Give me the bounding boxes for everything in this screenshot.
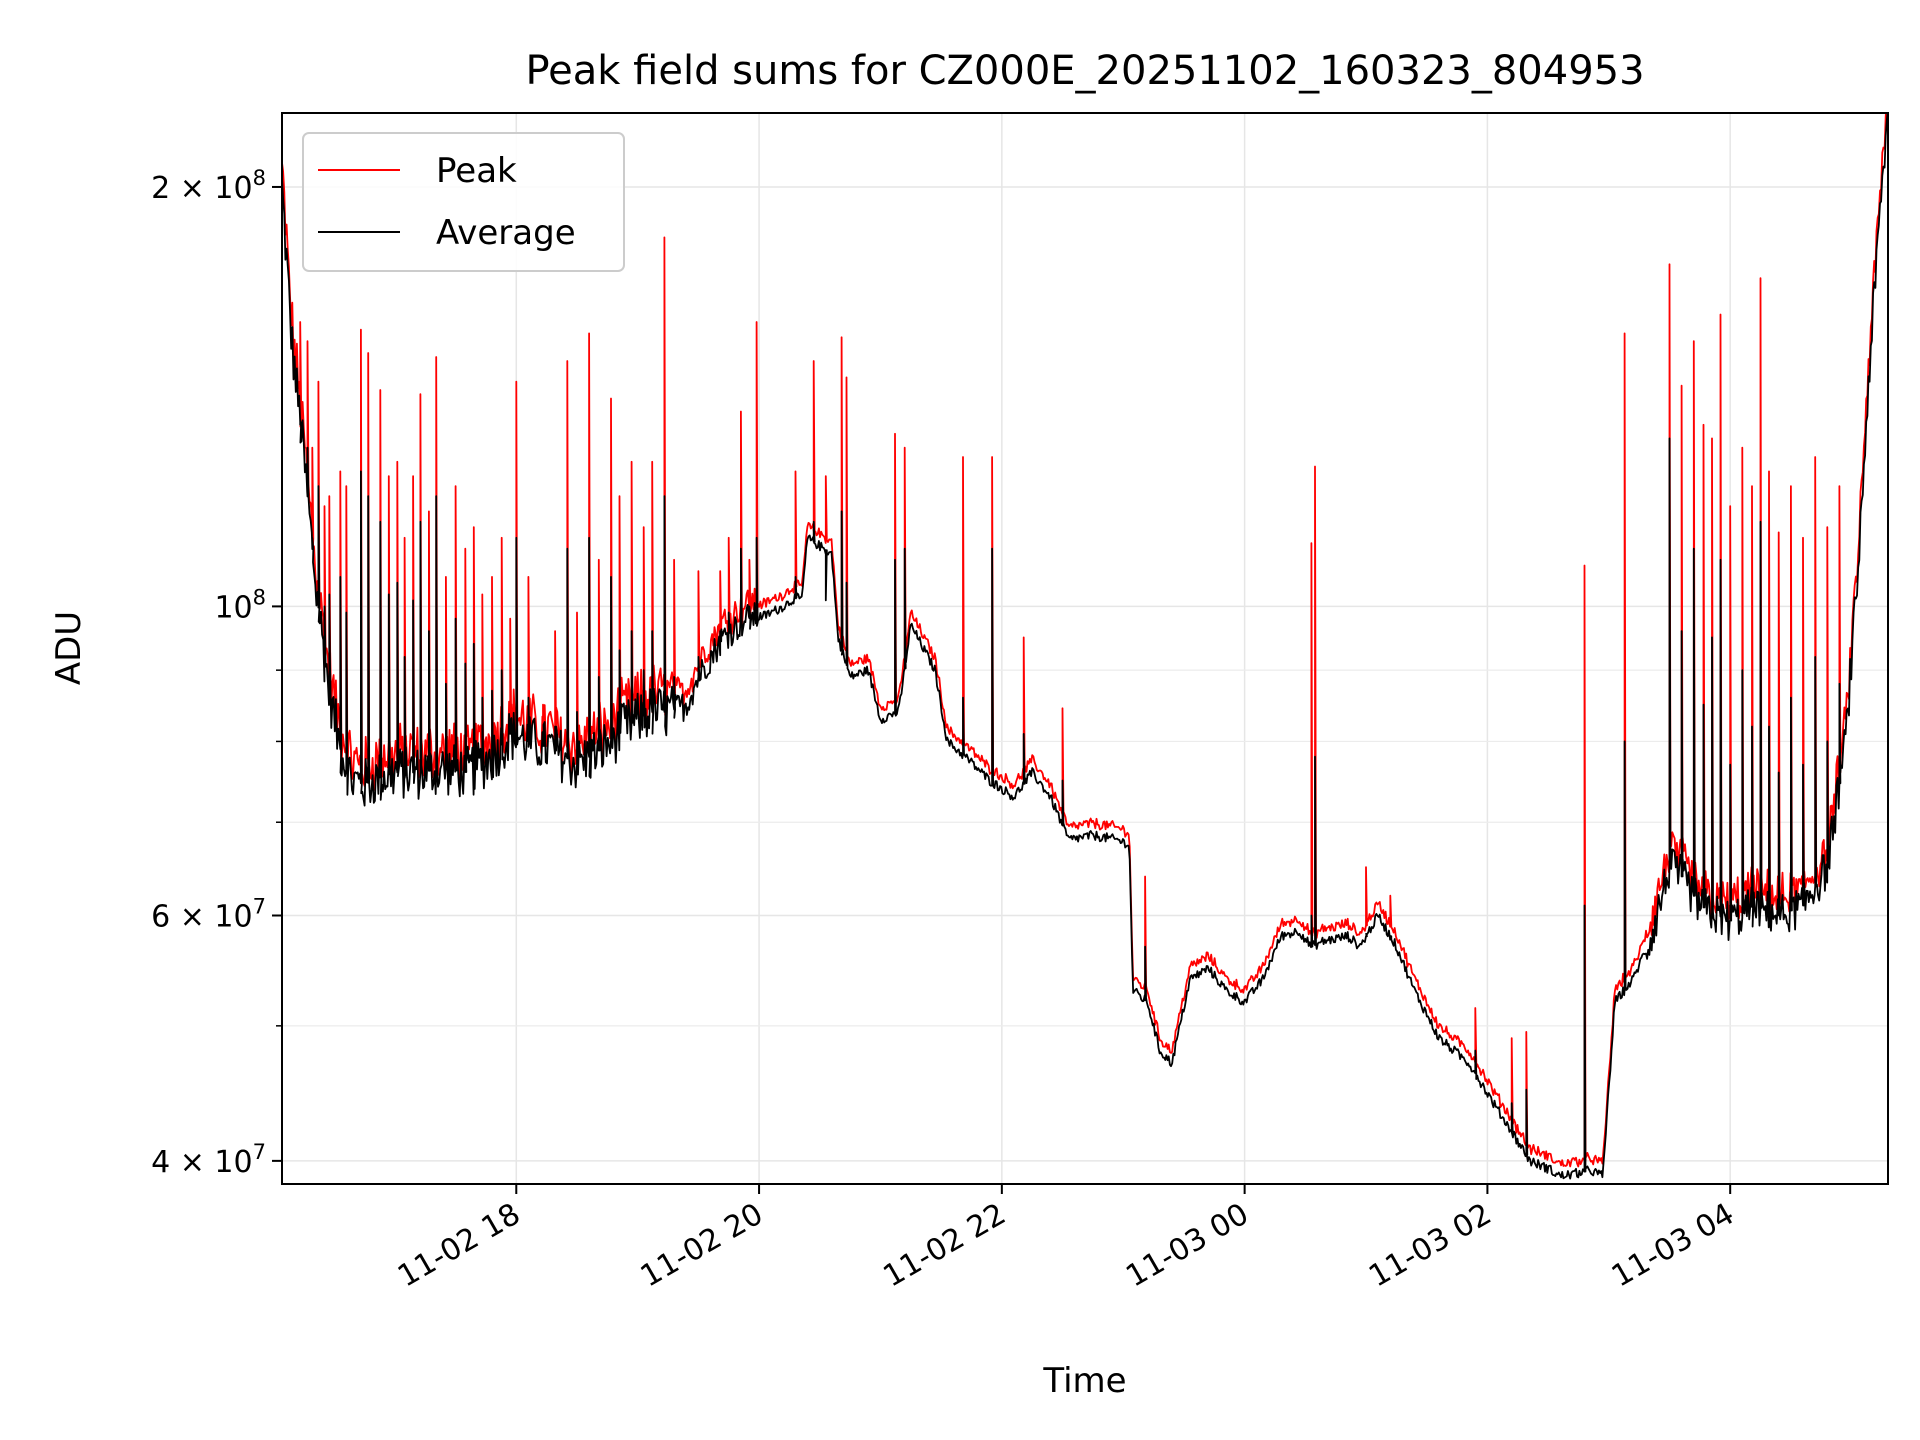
plot-frame (281, 112, 1889, 1185)
chart-title: Peak field sums for CZ000E_20251102_1603… (525, 48, 1644, 94)
y-tick-label-exponent: 7 (253, 1140, 266, 1164)
x-axis-label: Time (1042, 1361, 1126, 1401)
y-tick-label: 6 × 107 (151, 895, 266, 935)
plot-area (281, 112, 1889, 1185)
y-tick-label-base: 4 × 10 (151, 1145, 252, 1180)
y-axis-label: ADU (49, 611, 89, 685)
legend-box (302, 132, 625, 272)
peak-series-line (282, 113, 1887, 1168)
legend-label: Peak (436, 151, 517, 191)
y-tick-label-exponent: 8 (253, 166, 266, 190)
y-tick-label: 4 × 107 (151, 1140, 266, 1180)
y-tick-label-exponent: 7 (253, 895, 266, 919)
average-series-line (282, 113, 1888, 1180)
y-tick-label-base: 6 × 10 (151, 900, 252, 935)
legend-label: Average (436, 213, 576, 253)
y-tick-label: 108 (214, 585, 266, 625)
legend: Peak Average (302, 132, 625, 272)
y-tick-label: 2 × 108 (151, 166, 266, 206)
y-tick-label-exponent: 8 (253, 585, 266, 609)
y-tick-label-base: 2 × 10 (151, 171, 252, 206)
y-tick-label-base: 10 (214, 590, 252, 625)
plot-background (282, 113, 1888, 1184)
